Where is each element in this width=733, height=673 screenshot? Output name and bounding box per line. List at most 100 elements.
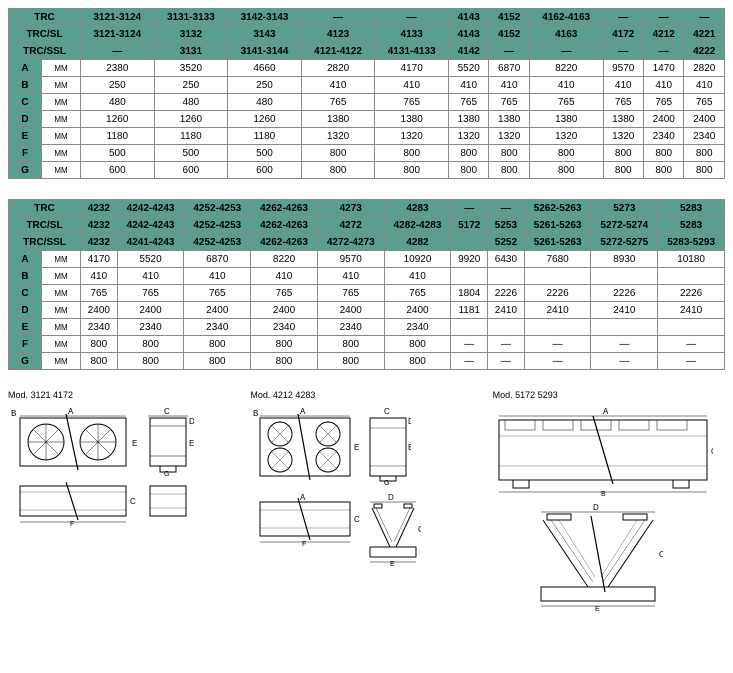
data-cell (524, 319, 591, 336)
header-cell: 4282-4283 (384, 217, 451, 234)
unit-label: MM (42, 268, 81, 285)
svg-text:C: C (130, 497, 136, 506)
data-cell: 765 (643, 94, 683, 111)
svg-text:C: C (164, 407, 170, 416)
data-cell: 2400 (317, 302, 384, 319)
data-cell: 2340 (317, 319, 384, 336)
data-cell (488, 319, 525, 336)
unit-label: MM (42, 162, 81, 179)
header-cell: 3141-3144 (228, 43, 302, 60)
diagram-end-2fan (144, 482, 194, 527)
svg-text:B: B (11, 409, 16, 418)
header-cell: 3132 (154, 26, 228, 43)
header-cell: 4212 (643, 26, 683, 43)
header-cell: 4133 (375, 26, 449, 43)
header-cell: — (643, 9, 683, 26)
data-cell: 410 (301, 77, 375, 94)
header-cell: 5261-5263 (524, 217, 591, 234)
data-cell: 800 (603, 145, 643, 162)
header-cell: 5252 (488, 234, 525, 251)
data-cell: 2340 (251, 319, 318, 336)
data-cell: 800 (251, 353, 318, 370)
data-cell: 410 (603, 77, 643, 94)
data-cell: 2400 (81, 302, 118, 319)
data-cell: 1380 (375, 111, 449, 128)
header-cell: — (81, 43, 155, 60)
svg-text:C: C (659, 550, 663, 559)
data-cell: — (658, 336, 725, 353)
svg-text:C: C (384, 407, 390, 416)
header-cell: — (529, 43, 603, 60)
svg-text:B: B (601, 491, 606, 496)
header-cell: 4252-4253 (184, 200, 251, 217)
dim-label: D (9, 111, 42, 128)
header-cell: 4272-4273 (317, 234, 384, 251)
data-cell: 2400 (184, 302, 251, 319)
header-label: TRC/SL (9, 26, 81, 43)
data-cell: 765 (184, 285, 251, 302)
header-cell: 4252-4253 (184, 234, 251, 251)
data-cell: 765 (529, 94, 603, 111)
data-cell (658, 319, 725, 336)
svg-text:E: E (354, 443, 359, 452)
header-label: TRC (9, 200, 81, 217)
data-cell: 2340 (184, 319, 251, 336)
data-cell: 800 (448, 162, 488, 179)
data-cell: 1320 (603, 128, 643, 145)
svg-text:A: A (300, 407, 306, 416)
header-cell: 4242-4243 (117, 200, 184, 217)
svg-text:E: E (132, 439, 137, 448)
data-cell: 765 (301, 94, 375, 111)
data-cell: 250 (154, 77, 228, 94)
header-cell: — (489, 43, 529, 60)
data-cell: 8930 (591, 251, 658, 268)
data-cell: 1180 (81, 128, 155, 145)
dim-label: A (9, 60, 42, 77)
data-cell: 1380 (301, 111, 375, 128)
data-cell: 800 (643, 162, 683, 179)
data-cell: 4170 (81, 251, 118, 268)
data-cell: 410 (643, 77, 683, 94)
header-cell: — (603, 9, 643, 26)
data-cell: 2340 (81, 319, 118, 336)
data-cell: 800 (317, 353, 384, 370)
svg-text:A: A (603, 407, 609, 416)
diagram-title-1: Mod. 3121 4172 (8, 390, 240, 400)
header-cell: 4262-4263 (251, 200, 318, 217)
unit-label: MM (42, 319, 81, 336)
data-cell: 800 (117, 336, 184, 353)
data-cell: 765 (384, 285, 451, 302)
data-cell: 410 (251, 268, 318, 285)
header-cell: 5272-5274 (591, 217, 658, 234)
data-cell: 600 (81, 162, 155, 179)
data-cell: 1380 (529, 111, 603, 128)
svg-text:D: D (593, 503, 599, 512)
header-cell: — (375, 9, 449, 26)
unit-label: MM (42, 285, 81, 302)
header-cell: 3121-3124 (81, 26, 155, 43)
data-cell: 410 (375, 77, 449, 94)
header-cell: 4143 (448, 9, 488, 26)
data-cell: 765 (448, 94, 488, 111)
data-cell: 250 (228, 77, 302, 94)
data-cell (524, 268, 591, 285)
data-cell: 2226 (591, 285, 658, 302)
data-cell: 2340 (643, 128, 683, 145)
data-cell: 765 (251, 285, 318, 302)
data-cell: 765 (375, 94, 449, 111)
svg-text:D: D (408, 417, 411, 426)
header-cell: 4152 (489, 9, 529, 26)
header-cell: 5262-5263 (524, 200, 591, 217)
data-cell: 800 (603, 162, 643, 179)
svg-text:D: D (388, 493, 394, 502)
data-cell: 765 (81, 285, 118, 302)
data-cell: 800 (684, 145, 725, 162)
dim-label: B (9, 77, 42, 94)
data-cell: 800 (643, 145, 683, 162)
header-cell: 4143 (448, 26, 488, 43)
header-cell: 3143 (228, 26, 302, 43)
header-cell: 5172 (451, 217, 488, 234)
data-cell: 2410 (658, 302, 725, 319)
header-cell: 4273 (317, 200, 384, 217)
header-cell: 4131-4133 (375, 43, 449, 60)
